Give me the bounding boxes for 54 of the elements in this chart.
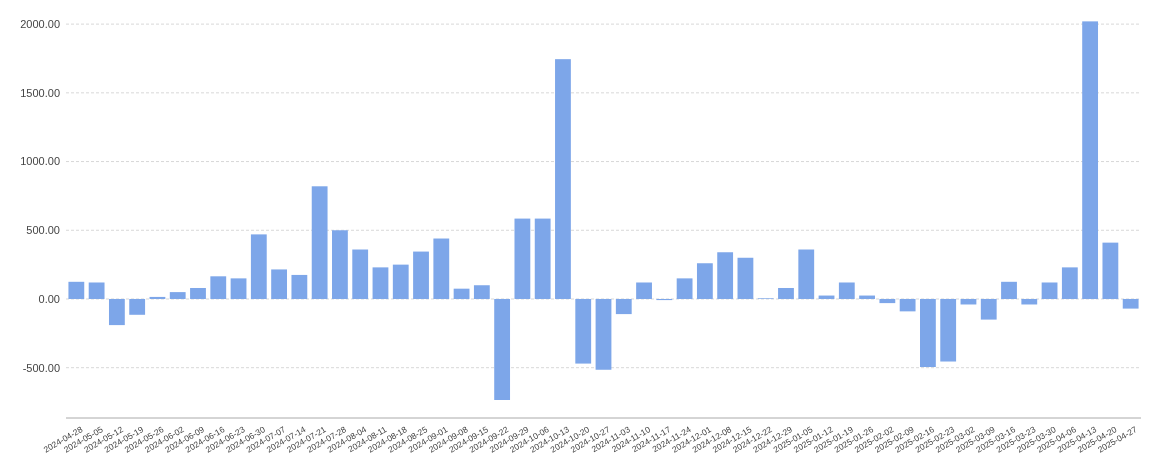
bar — [899, 298, 916, 312]
bar — [1102, 242, 1119, 299]
bar — [575, 298, 592, 364]
y-tick-label: 1000.00 — [20, 155, 60, 168]
bar — [1021, 298, 1038, 305]
bar — [210, 276, 227, 299]
bar — [1001, 281, 1017, 299]
y-tick-label: 2000.00 — [20, 17, 60, 30]
bar — [68, 281, 85, 299]
bar — [494, 298, 511, 400]
bar — [920, 298, 936, 368]
bar — [190, 287, 206, 299]
y-tick-label: -500.00 — [22, 361, 60, 374]
bar — [676, 278, 693, 299]
bar — [149, 296, 166, 299]
bar — [271, 269, 287, 299]
bar — [737, 257, 754, 299]
bar — [879, 298, 896, 304]
bar — [129, 298, 146, 315]
bar — [717, 252, 734, 299]
bar — [1061, 267, 1078, 299]
bar — [615, 298, 632, 315]
bar — [413, 251, 429, 299]
bar — [169, 292, 186, 299]
bar — [352, 249, 369, 299]
bar — [514, 218, 531, 299]
bar — [433, 238, 450, 299]
bar — [453, 288, 470, 299]
bar — [980, 298, 997, 320]
bar — [88, 282, 105, 299]
bar — [1082, 21, 1099, 299]
bar — [534, 218, 551, 299]
bar — [291, 274, 308, 299]
y-tick-label: 500.00 — [26, 224, 60, 237]
bar — [555, 59, 571, 299]
bar — [392, 264, 409, 299]
bar — [778, 287, 794, 299]
bar — [798, 249, 815, 299]
bar — [838, 282, 855, 299]
y-tick-label: 0.00 — [38, 292, 60, 305]
bar — [1122, 298, 1139, 309]
bar — [940, 298, 957, 362]
bar — [696, 263, 713, 299]
bar — [473, 285, 490, 299]
bar — [311, 186, 328, 299]
bar — [332, 230, 348, 299]
bar — [250, 234, 267, 299]
bar — [372, 267, 389, 299]
bar — [230, 278, 247, 299]
bar — [108, 298, 125, 326]
bar — [636, 282, 652, 299]
y-tick-label: 1500.00 — [20, 86, 60, 99]
bar — [1041, 282, 1058, 299]
bar — [595, 298, 612, 370]
